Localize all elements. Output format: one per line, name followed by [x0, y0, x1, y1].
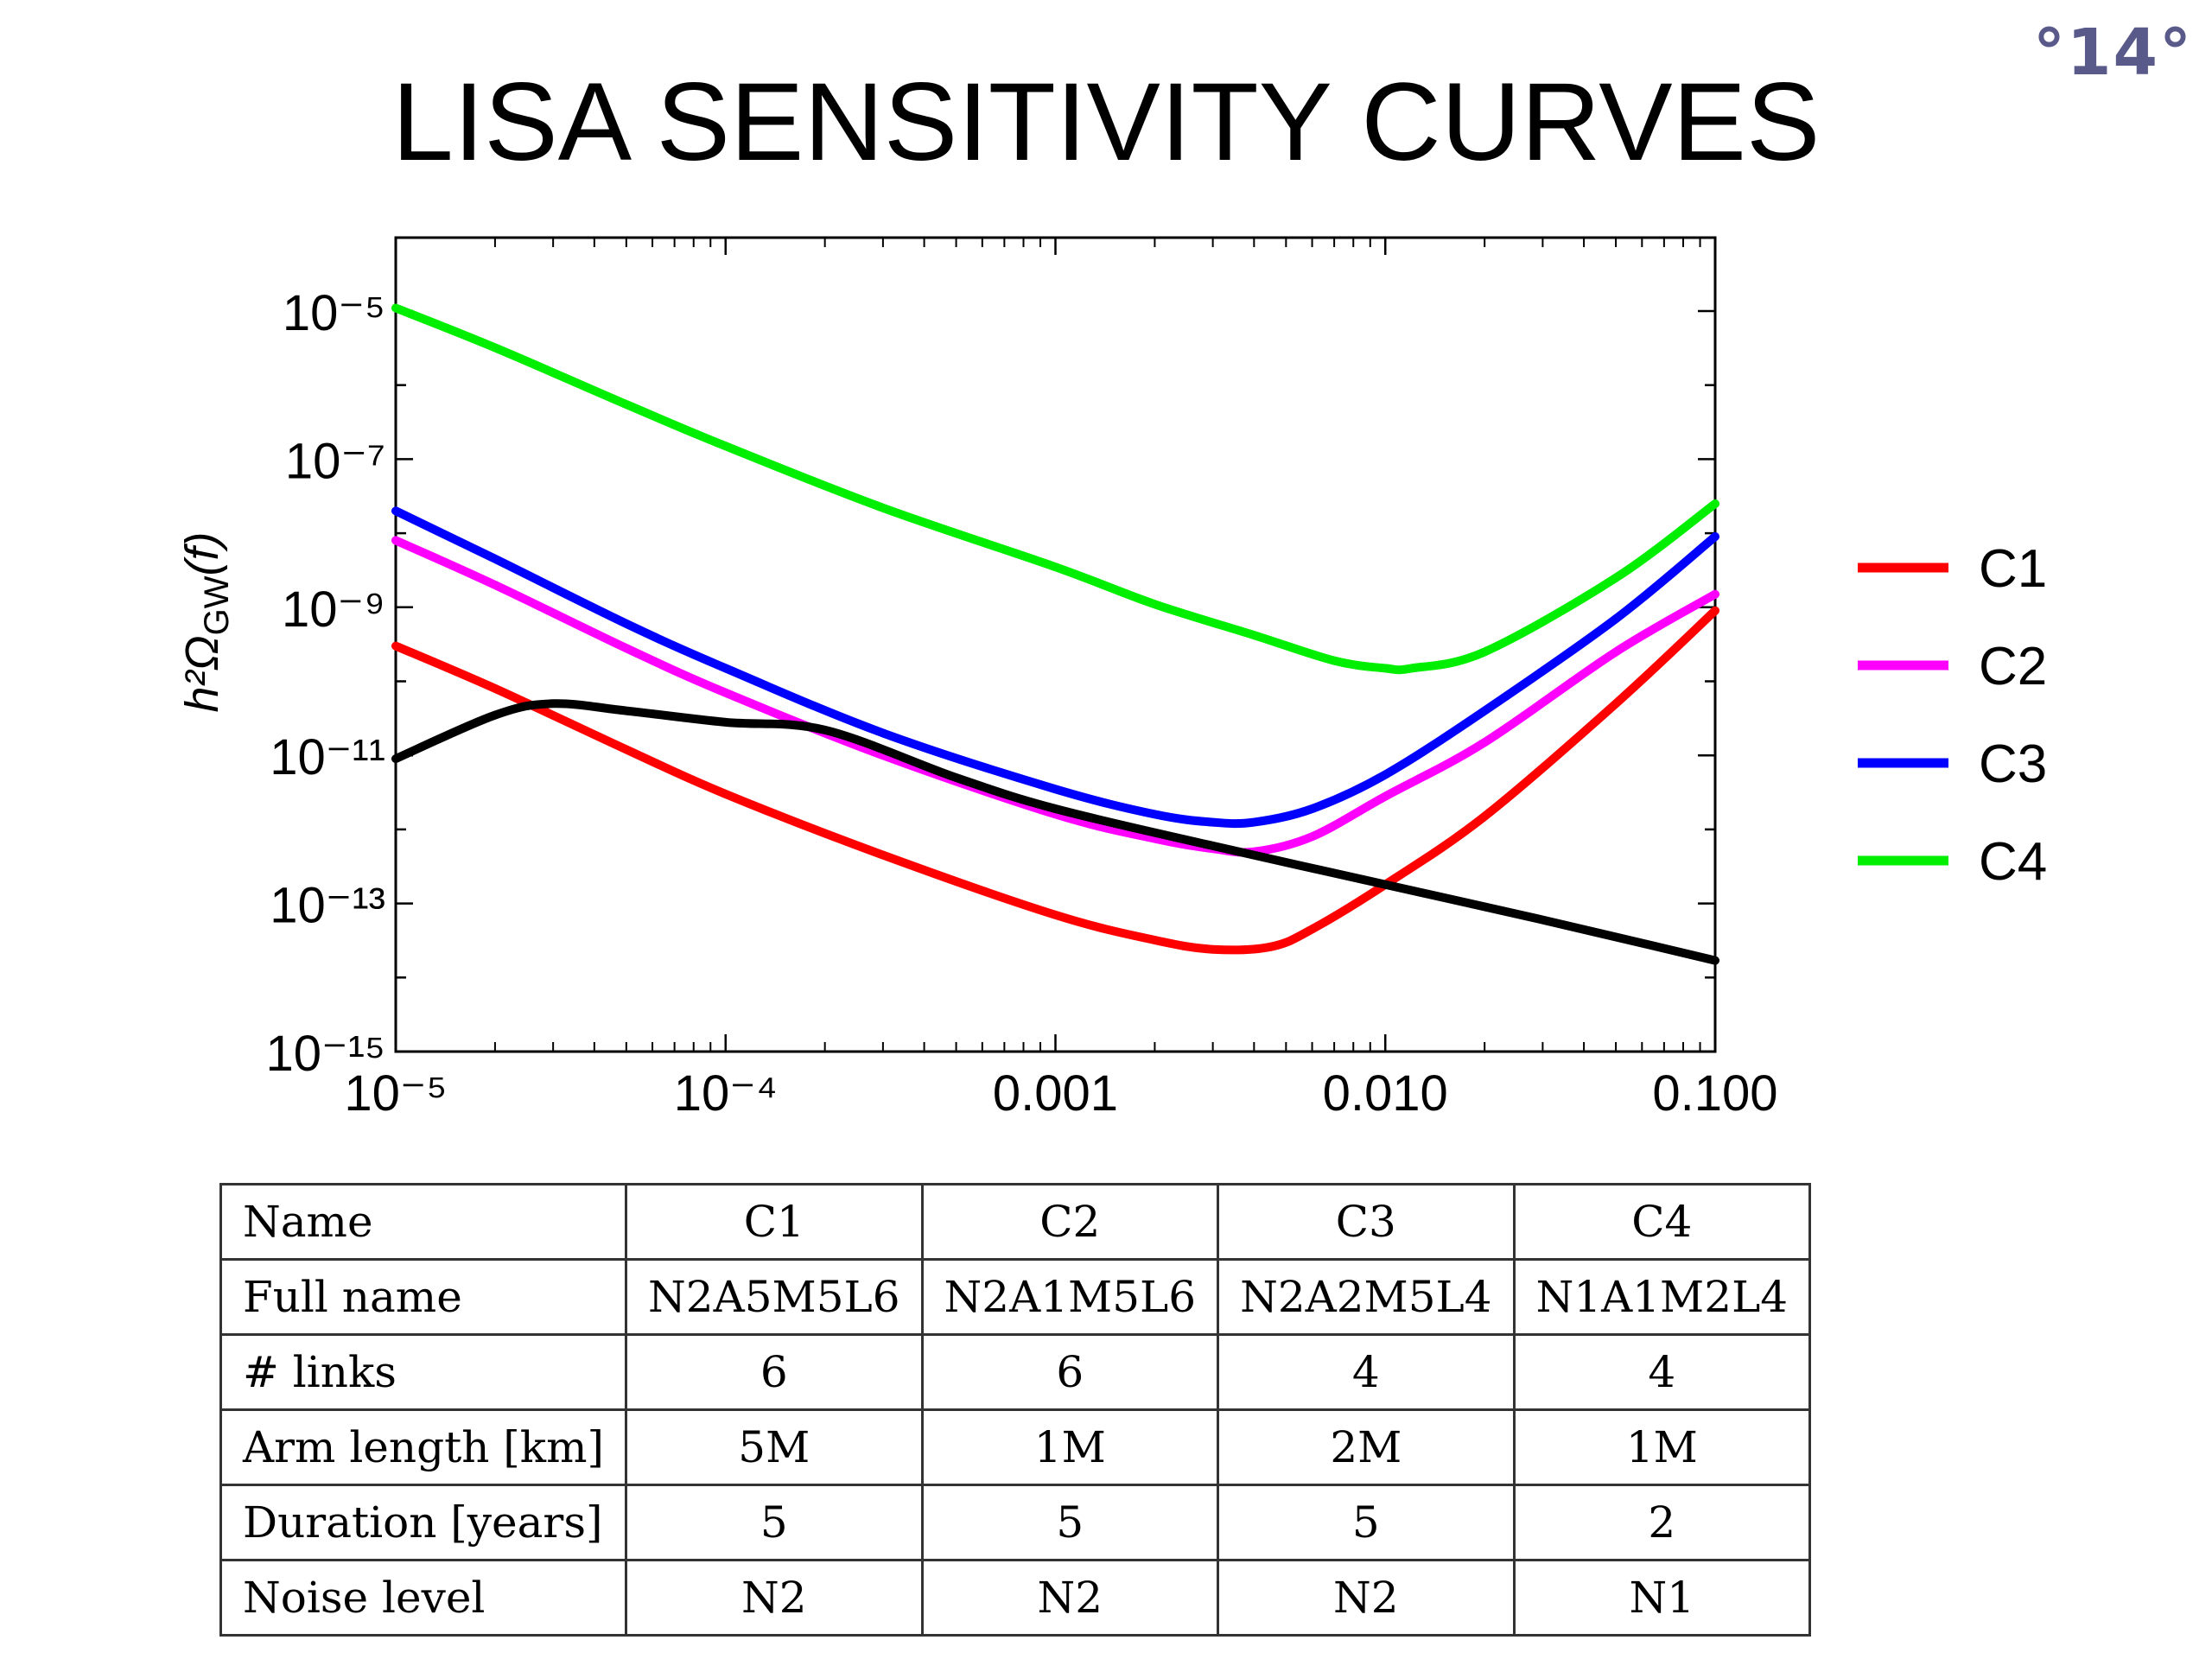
- x-tick-labels: 10⁻⁵ 10⁻⁴ 0.001 0.010 0.100: [344, 1065, 1777, 1122]
- plot-frame: [394, 236, 1717, 1053]
- y-label-suffix: (f): [176, 532, 228, 576]
- row-header: Duration [years]: [219, 1484, 628, 1561]
- table-cell: N1A1M2L4: [1512, 1258, 1812, 1336]
- series-line-c2: [391, 536, 1719, 857]
- y-tick-label: 10⁻¹³: [270, 878, 385, 934]
- table-cell: C3: [1217, 1183, 1516, 1261]
- table-row: # links 6 6 4 4: [219, 1333, 1812, 1411]
- table-cell: N2: [1217, 1559, 1516, 1637]
- table-cell: 6: [625, 1333, 924, 1411]
- row-header: # links: [219, 1333, 628, 1411]
- table-cell: N2: [625, 1559, 924, 1637]
- table-cell: 5M: [625, 1408, 924, 1486]
- table-cell: 5: [625, 1484, 924, 1561]
- y-tick-label: 10⁻⁷: [285, 433, 385, 489]
- table-row: Full name N2A5M5L6 N2A1M5L6 N2A2M5L4 N1A1M2L…: [219, 1258, 1812, 1336]
- table-cell: N2A1M5L6: [920, 1258, 1220, 1336]
- x-tick-label: 10⁻⁵: [344, 1065, 447, 1122]
- row-header: Arm length [km]: [219, 1408, 628, 1486]
- table-cell: C1: [625, 1183, 924, 1261]
- table-cell: 4: [1217, 1333, 1516, 1411]
- y-axis-label: h²ΩGW(f): [176, 532, 236, 713]
- legend-label-c1: C1: [1979, 539, 2047, 599]
- slide-number: °14°: [2033, 16, 2193, 90]
- table-row: Name C1 C2 C3 C4: [219, 1183, 1812, 1261]
- curves: [391, 303, 1719, 965]
- series-line-c3: [391, 506, 1719, 829]
- table-row: Noise level N2 N2 N2 N1: [219, 1559, 1812, 1637]
- table-cell: 1M: [1512, 1408, 1812, 1486]
- table-cell: C4: [1512, 1183, 1812, 1261]
- legend-label-c4: C4: [1979, 832, 2047, 892]
- y-tick-label: 10⁻¹¹: [270, 729, 385, 785]
- y-label-subscript: GW: [198, 575, 236, 635]
- table-cell: N2: [920, 1559, 1220, 1637]
- configuration-table: Name C1 C2 C3 C4 Full name N2A5M5L6 N2A1M5L6 N2A…: [219, 1183, 1812, 1637]
- row-header: Noise level: [219, 1559, 628, 1637]
- legend: C1 C2 C3 C4: [1858, 539, 2047, 892]
- y-tick-labels: 10⁻⁵ 10⁻⁷ 10⁻⁹ 10⁻¹¹ 10⁻¹³ 10⁻¹⁵: [266, 285, 386, 1082]
- x-tick-label: 10⁻⁴: [674, 1065, 778, 1122]
- table-row: Arm length [km] 5M 1M 2M 1M: [219, 1408, 1812, 1486]
- series-line-c4: [391, 303, 1719, 675]
- legend-label-c3: C3: [1979, 734, 2047, 794]
- x-tick-label: 0.100: [1652, 1065, 1777, 1122]
- table-cell: N1: [1512, 1559, 1812, 1637]
- x-tick-label: 0.001: [993, 1065, 1118, 1122]
- table-cell: 2M: [1217, 1408, 1516, 1486]
- table-cell: N2A2M5L4: [1217, 1258, 1516, 1336]
- table-cell: C2: [920, 1183, 1220, 1261]
- y-tick-label: 10⁻⁵: [283, 285, 385, 341]
- series-line-c1: [391, 606, 1719, 955]
- table-cell: 1M: [920, 1408, 1220, 1486]
- x-tick-label: 0.010: [1323, 1065, 1448, 1122]
- minor-ticks: [493, 238, 1701, 1052]
- table-cell: 6: [920, 1333, 1220, 1411]
- table-cell: 5: [1217, 1484, 1516, 1561]
- legend-label-c2: C2: [1979, 637, 2047, 696]
- table-cell: 5: [920, 1484, 1220, 1561]
- y-label-main: h²Ω: [176, 635, 228, 712]
- row-header: Name: [219, 1183, 628, 1261]
- y-tick-label: 10⁻¹⁵: [266, 1026, 386, 1082]
- table-cell: N2A5M5L6: [625, 1258, 924, 1336]
- slide-title: LISA SENSITIVITY CURVES: [391, 60, 1821, 184]
- table-row: Duration [years] 5 5 5 2: [219, 1484, 1812, 1561]
- sensitivity-chart: 10⁻⁵ 10⁻⁴ 0.001 0.010 0.100 10⁻⁵ 10⁻⁷ 10⁻⁹ 10⁻¹…: [176, 236, 2047, 1122]
- series-line-black: [391, 699, 1719, 965]
- row-header: Full name: [219, 1258, 628, 1336]
- table-cell: 4: [1512, 1333, 1812, 1411]
- table-cell: 2: [1512, 1484, 1812, 1561]
- y-tick-label: 10⁻⁹: [282, 582, 385, 638]
- major-ticks: [394, 238, 1717, 1053]
